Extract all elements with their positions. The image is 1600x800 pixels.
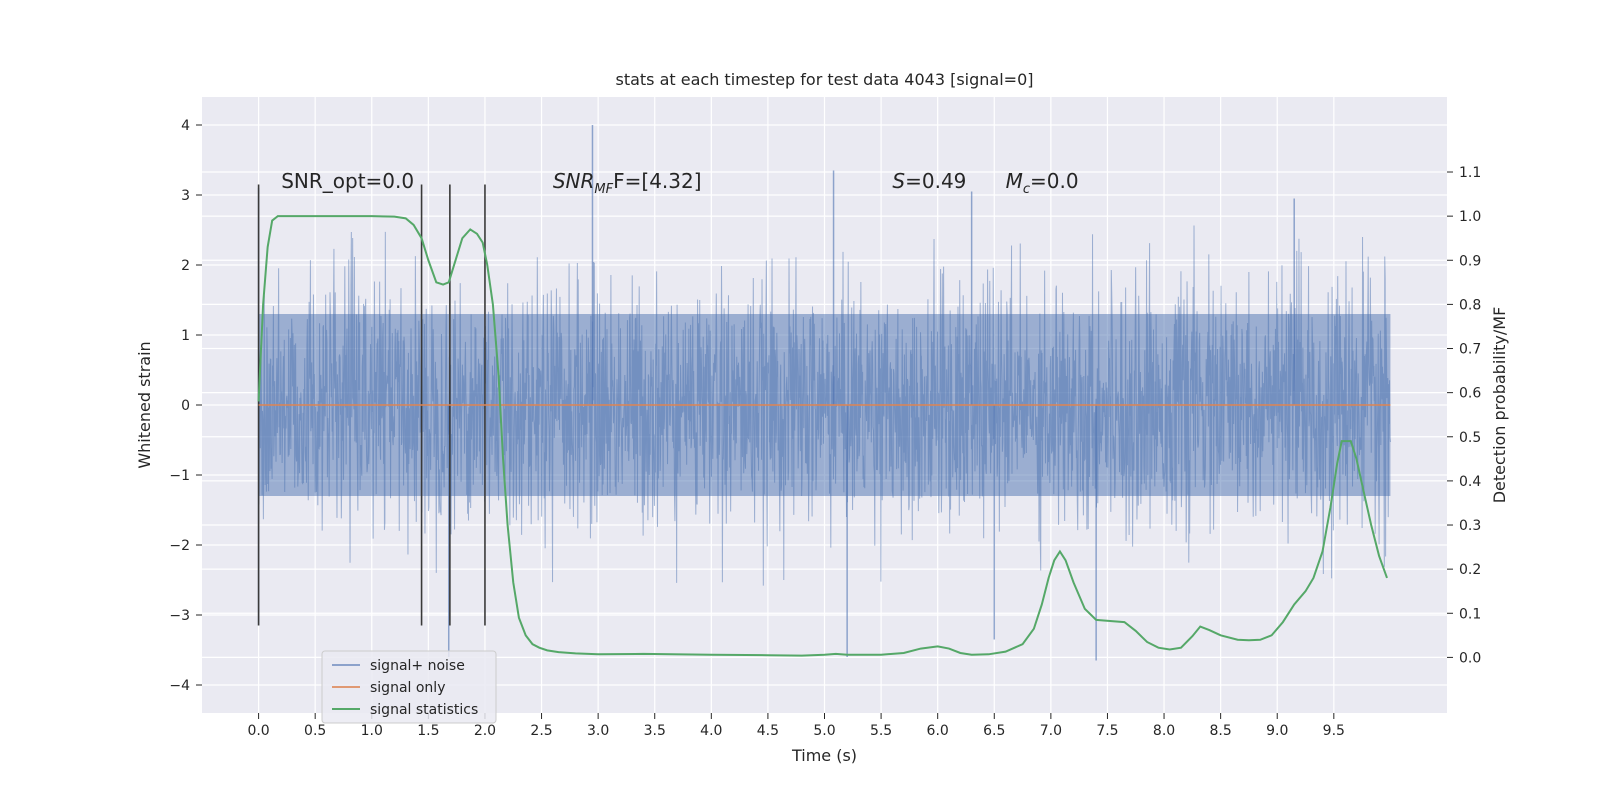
x-tick-label: 7.5 — [1096, 723, 1118, 739]
annotation-0: SNR_opt=0.0 — [281, 169, 414, 193]
y2-tick-label: 0.9 — [1459, 253, 1481, 269]
y2-axis-ticks: 1.1 1.0 0.9 0.8 0.7 0.6 0.5 0.4 0.3 0.2 0.1 0.0 — [1447, 165, 1481, 666]
annotation-2: S=0.49 — [892, 169, 966, 193]
x-tick-label: 0.0 — [247, 723, 269, 739]
x-tick-label: 4.5 — [757, 723, 779, 739]
y-tick-label: 1 — [181, 328, 190, 344]
y-tick-label: 3 — [181, 188, 190, 204]
chart-title: stats at each timestep for test data 404… — [615, 70, 1033, 89]
y-tick-label: 0 — [181, 398, 190, 414]
y2-tick-label: 0.8 — [1459, 297, 1481, 313]
x-axis-ticks: 0.0 0.5 1.0 1.5 2.0 2.5 3.0 3.5 4.0 4.5 5.0 5.5 6.0 6… — [247, 713, 1345, 739]
x-tick-label: 9.5 — [1323, 723, 1345, 739]
x-tick-label: 0.5 — [304, 723, 326, 739]
x-tick-label: 8.5 — [1210, 723, 1232, 739]
x-tick-label: 3.0 — [587, 723, 609, 739]
legend-label-signal-only: signal only — [370, 680, 445, 696]
x-tick-label: 4.0 — [700, 723, 722, 739]
x-tick-label: 2.0 — [474, 723, 496, 739]
y-tick-label: 4 — [181, 118, 190, 134]
y2-tick-label: 1.0 — [1459, 209, 1481, 225]
x-tick-label: 1.0 — [361, 723, 383, 739]
x-tick-label: 5.5 — [870, 723, 892, 739]
y2-tick-label: 0.7 — [1459, 342, 1481, 358]
x-tick-label: 8.0 — [1153, 723, 1175, 739]
signal-statistics-line — [257, 215, 1388, 657]
x-tick-label: 6.5 — [983, 723, 1005, 739]
y-tick-label: 2 — [181, 258, 190, 274]
y-axis-ticks: 4 3 2 1 0 −1 −2 −3 −4 — [169, 118, 202, 694]
annotation-1: SNRMFF=[4.32] — [553, 169, 702, 197]
y-tick-label: −4 — [169, 678, 190, 694]
y2-tick-label: 0.2 — [1459, 562, 1481, 578]
x-tick-label: 6.0 — [927, 723, 949, 739]
series-signal-statistics — [257, 215, 1388, 657]
y-tick-label: −1 — [169, 468, 190, 484]
legend: signal+ noise signal only signal statist… — [321, 650, 497, 724]
y2-tick-label: 0.6 — [1459, 386, 1481, 402]
legend-label-signal-statistics: signal statistics — [370, 702, 478, 718]
y2-tick-label: 0.4 — [1459, 474, 1481, 490]
x-axis-label: Time (s) — [791, 746, 857, 765]
x-tick-label: 1.5 — [417, 723, 439, 739]
annotations: SNR_opt=0.0 SNRMFF=[4.32] S=0.49 Mc=0.0 — [281, 169, 1078, 197]
x-tick-label: 7.0 — [1040, 723, 1062, 739]
y2-tick-label: 1.1 — [1459, 165, 1481, 181]
y2-tick-label: 0.1 — [1459, 606, 1481, 622]
x-tick-label: 5.0 — [813, 723, 835, 739]
x-tick-label: 9.0 — [1266, 723, 1288, 739]
y-tick-label: −2 — [169, 538, 190, 554]
y2-tick-label: 0.0 — [1459, 650, 1481, 666]
annotation-3: Mc=0.0 — [1006, 169, 1079, 197]
x-tick-label: 2.5 — [530, 723, 552, 739]
y-tick-label: −3 — [169, 608, 190, 624]
legend-box — [321, 650, 497, 724]
y2-axis-label: Detection probability/MF — [1490, 307, 1509, 504]
y2-tick-label: 0.3 — [1459, 518, 1481, 534]
legend-label-signal-noise: signal+ noise — [370, 658, 465, 674]
y2-tick-label: 0.5 — [1459, 430, 1481, 446]
x-tick-label: 3.5 — [644, 723, 666, 739]
y-axis-label: Whitened strain — [135, 341, 154, 468]
